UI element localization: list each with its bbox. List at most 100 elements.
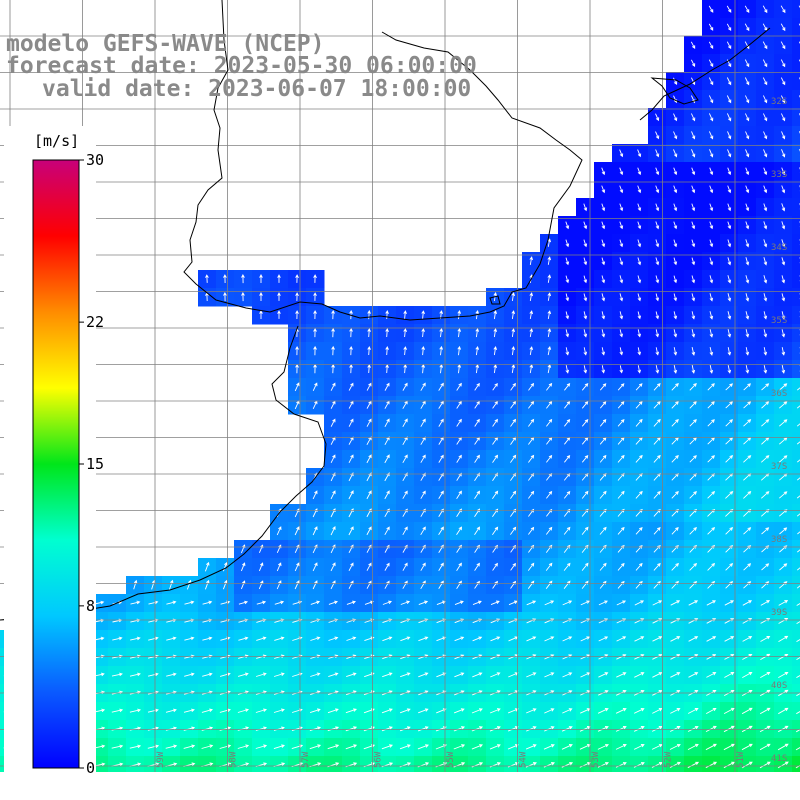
wind-arrow [691,293,696,302]
wind-speed-cell [306,756,325,772]
wind-arrow [255,708,268,713]
wind-arrow [652,600,663,606]
wind-arrow [366,490,372,500]
wind-arrow [673,239,678,248]
wind-arrow [633,744,645,750]
wind-arrow [453,762,466,768]
wind-arrow [547,345,552,356]
wind-speed-cell [792,378,800,397]
wind-arrow [653,562,661,571]
wind-speed-cell [162,756,181,772]
wind-arrow [309,744,322,750]
wind-arrow [493,310,498,320]
wind-arrow [436,708,447,714]
wind-arrow [725,527,734,535]
wind-arrow [580,672,591,678]
wind-arrow [420,418,426,427]
wind-arrow [796,711,800,715]
wind-arrow [637,221,642,230]
wind-arrow [745,329,750,338]
wind-arrow [655,185,660,194]
wind-speed-cell [792,576,800,595]
wind-arrow [528,526,535,535]
wind-arrow [564,418,571,427]
wind-arrow [129,708,142,713]
wind-arrow [760,671,771,678]
wind-arrow [238,600,249,605]
wind-arrow [689,562,698,571]
wind-arrow [438,562,444,571]
wind-arrow [310,636,321,641]
wind-arrow [669,726,681,732]
wind-arrow [475,345,480,356]
wind-speed-cell [378,756,397,772]
wind-arrow [777,761,789,769]
wind-arrow [655,239,660,248]
wind-arrow [688,600,699,606]
wind-arrow [547,292,552,301]
wind-arrow [492,454,499,463]
wind-arrow [418,636,429,642]
wind-arrow [706,636,717,642]
wind-arrow [147,672,159,677]
wind-arrow [671,455,679,463]
wind-arrow [726,23,732,32]
wind-arrow [184,672,195,677]
wind-arrow [673,293,678,302]
wind-arrow [762,41,768,50]
wind-arrow [689,401,697,409]
wind-arrow [331,327,335,338]
wind-arrow [637,167,642,176]
wind-arrow [165,708,177,713]
wind-arrow [545,526,553,535]
wind-arrow [762,95,768,104]
wind-arrow [691,167,696,176]
wind-speed-cell [666,756,685,772]
wind-arrow [255,744,268,749]
wind-arrow [273,708,285,713]
wind-arrow [274,636,285,641]
wind-arrow [472,636,483,642]
wind-arrow [310,672,321,677]
wind-arrow [510,490,517,499]
wind-arrow [635,383,643,391]
wind-arrow [725,419,733,427]
wind-arrow [743,490,752,499]
wind-speed-cell [144,756,163,772]
wind-arrow [295,310,299,320]
wind-speed-cell [792,504,800,523]
wind-arrow [472,600,482,606]
wind-arrow [492,526,499,535]
wind-arrow [724,636,735,642]
wind-arrow [744,59,750,68]
wind-arrow [709,221,714,230]
wind-arrow [691,131,696,140]
wind-arrow [310,654,321,659]
wind-arrow [418,672,429,678]
wind-arrow [454,672,465,678]
wind-arrow [402,562,408,571]
wind-arrow [619,149,624,158]
wind-speed-cell [792,252,800,271]
wind-arrow [457,345,462,356]
wind-arrow [763,347,768,356]
wind-arrow [384,562,390,571]
wind-arrow [489,708,501,714]
wind-arrow [709,185,714,194]
wind-speed-cell [522,756,541,772]
wind-arrow [601,347,606,356]
wind-arrow [778,635,789,642]
wind-arrow [328,636,339,641]
wind-arrow [745,185,750,194]
wind-arrow [707,455,715,463]
wind-arrow [259,292,263,301]
wind-arrow [601,329,606,338]
wind-arrow [237,708,250,713]
wind-arrow [493,364,498,374]
wind-arrow [671,419,679,427]
wind-arrow [691,239,696,248]
wind-arrow [436,672,447,678]
wind-arrow [111,672,123,677]
wind-arrow [490,600,500,606]
wind-arrow [346,636,357,641]
